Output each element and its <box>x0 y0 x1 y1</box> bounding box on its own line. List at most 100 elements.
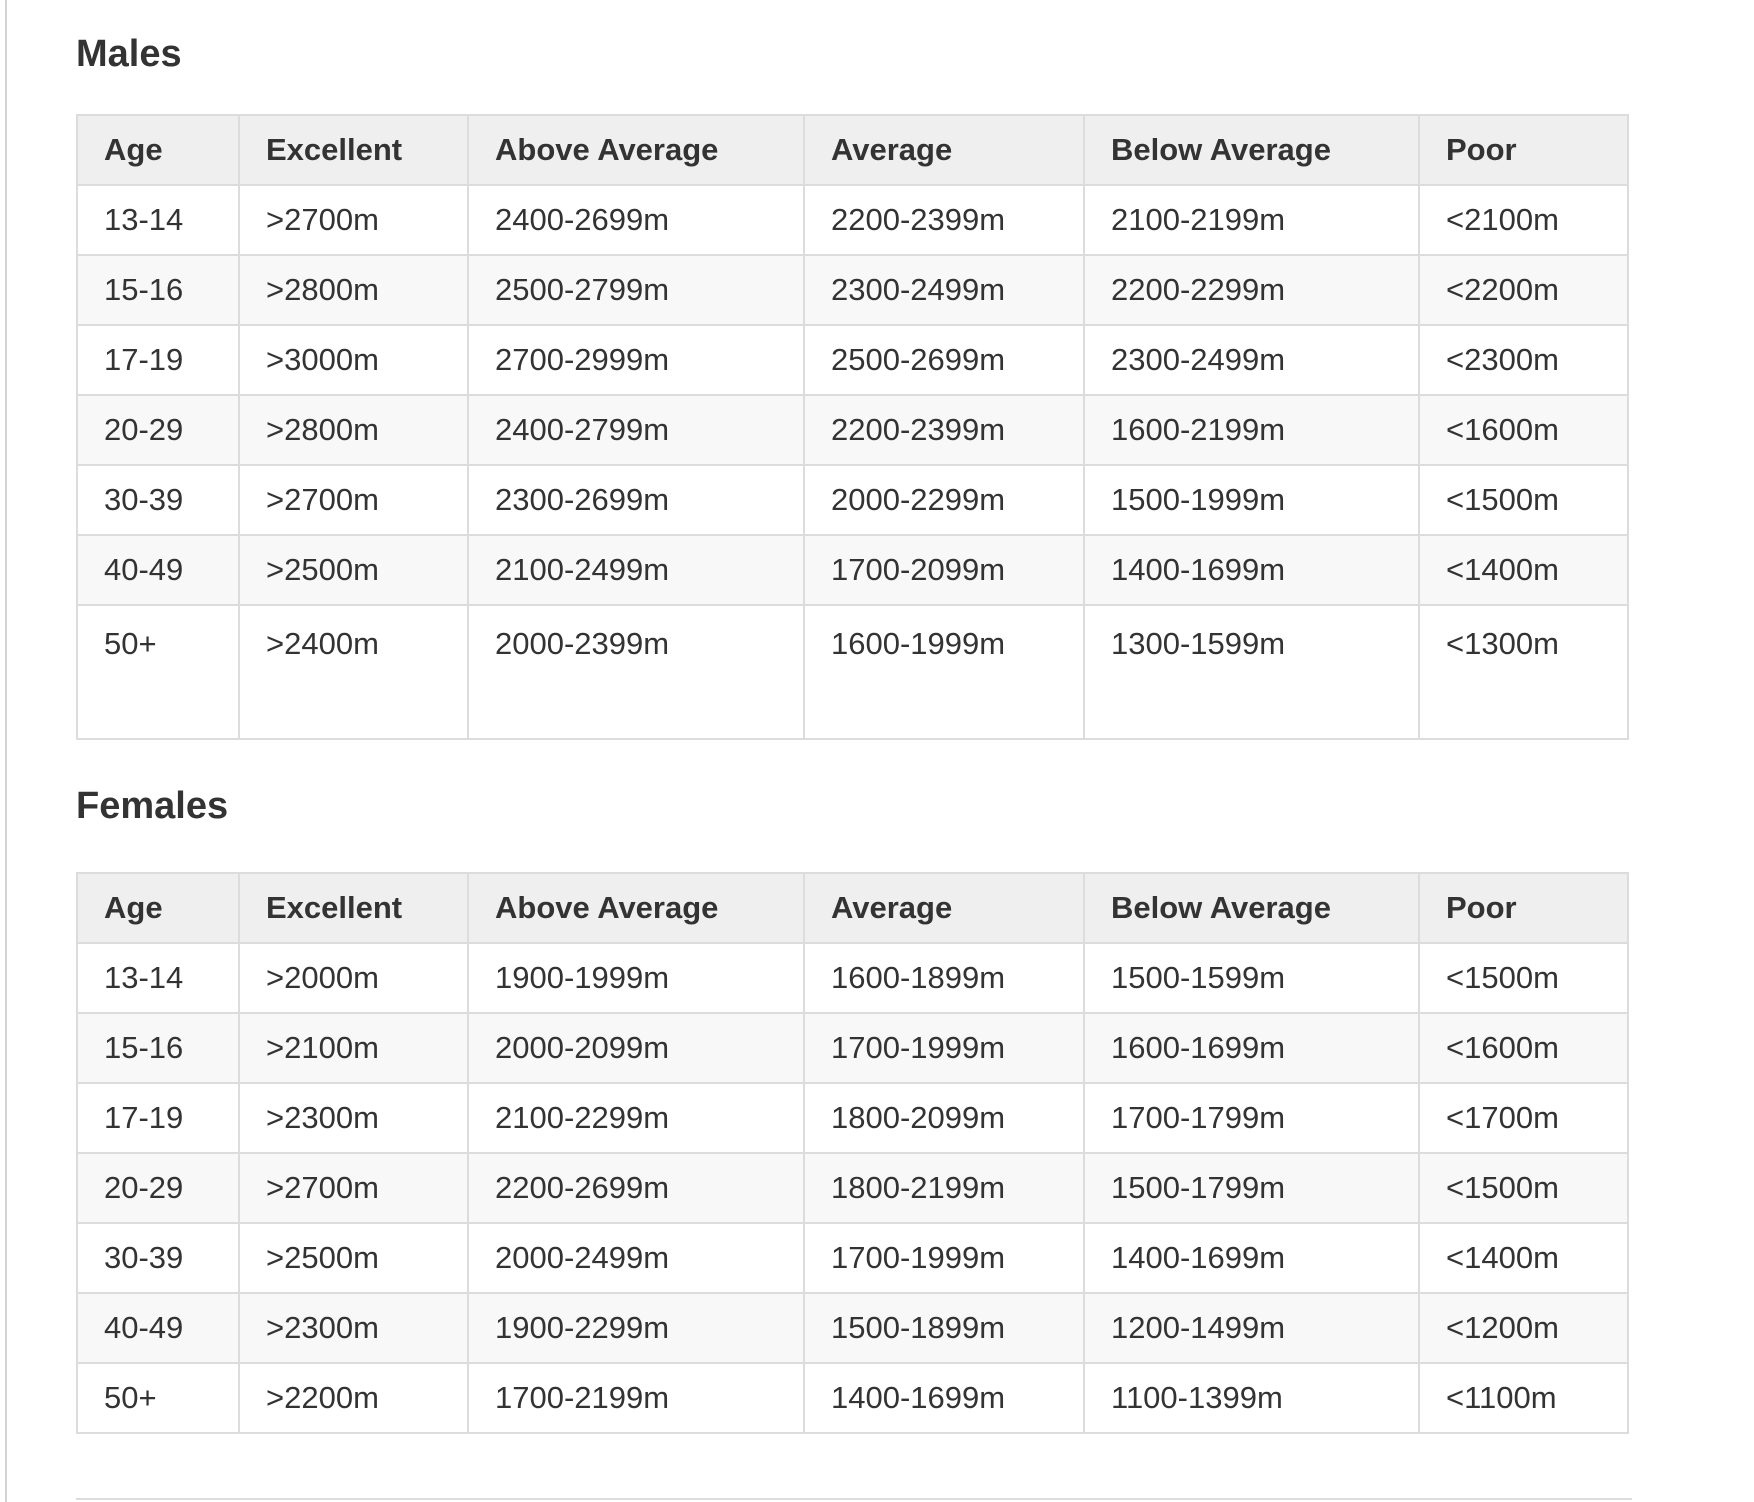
page-left-border <box>5 0 7 1502</box>
table-cell: 2200-2299m <box>1083 254 1420 326</box>
table-row: 20-29 >2800m 2400-2799m 2200-2399m 1600-… <box>76 394 1629 466</box>
column-header-age: Age <box>76 114 240 186</box>
table-row: 30-39 >2700m 2300-2699m 2000-2299m 1500-… <box>76 464 1629 536</box>
table-cell: 15-16 <box>76 1012 240 1084</box>
table-cell: 13-14 <box>76 184 240 256</box>
table-cell: 2300-2499m <box>1083 324 1420 396</box>
table-cell: 1800-2199m <box>803 1152 1085 1224</box>
table-cell: <2200m <box>1418 254 1629 326</box>
table-row: 30-39 >2500m 2000-2499m 1700-1999m 1400-… <box>76 1222 1629 1294</box>
table-cell: 2300-2499m <box>803 254 1085 326</box>
section-title-males: Males <box>76 33 182 75</box>
table-cell: >2700m <box>238 1152 469 1224</box>
table-cell: <1600m <box>1418 394 1629 466</box>
table-cell: <1200m <box>1418 1292 1629 1364</box>
table-cell: <2300m <box>1418 324 1629 396</box>
table-cell: <1100m <box>1418 1362 1629 1434</box>
table-cell: 2700-2999m <box>467 324 805 396</box>
table-cell: <1500m <box>1418 942 1629 1014</box>
table-header-row: Age Excellent Above Average Average Belo… <box>76 872 1629 944</box>
table-cell: <1500m <box>1418 464 1629 536</box>
column-header-poor: Poor <box>1418 114 1629 186</box>
table-cell: 30-39 <box>76 1222 240 1294</box>
table-row: 17-19 >3000m 2700-2999m 2500-2699m 2300-… <box>76 324 1629 396</box>
table-cell: <1500m <box>1418 1152 1629 1224</box>
table-cell: 1500-1999m <box>1083 464 1420 536</box>
table-cell: 2500-2699m <box>803 324 1085 396</box>
table-cell: >2300m <box>238 1082 469 1154</box>
table-cell: 2000-2099m <box>467 1012 805 1084</box>
table-cell: 50+ <box>76 604 240 740</box>
column-header-below-average: Below Average <box>1083 114 1420 186</box>
table-cell: 2000-2299m <box>803 464 1085 536</box>
table-cell: 40-49 <box>76 1292 240 1364</box>
table-cell: 17-19 <box>76 324 240 396</box>
column-header-above-average: Above Average <box>467 872 805 944</box>
table-cell: 17-19 <box>76 1082 240 1154</box>
table-row: 50+ >2200m 1700-2199m 1400-1699m 1100-13… <box>76 1362 1629 1434</box>
table-row: 20-29 >2700m 2200-2699m 1800-2199m 1500-… <box>76 1152 1629 1224</box>
table-cell: >2800m <box>238 394 469 466</box>
males-fitness-table: Age Excellent Above Average Average Belo… <box>76 114 1629 740</box>
table-cell: 1900-2299m <box>467 1292 805 1364</box>
table-cell: 2000-2499m <box>467 1222 805 1294</box>
table-cell: 1700-2199m <box>467 1362 805 1434</box>
table-cell: 1700-1799m <box>1083 1082 1420 1154</box>
table-cell: 1600-1699m <box>1083 1012 1420 1084</box>
table-cell: <1600m <box>1418 1012 1629 1084</box>
table-cell: >2500m <box>238 534 469 606</box>
column-header-below-average: Below Average <box>1083 872 1420 944</box>
table-cell: 13-14 <box>76 942 240 1014</box>
table-cell: 1600-1999m <box>803 604 1085 740</box>
table-cell: >3000m <box>238 324 469 396</box>
column-header-excellent: Excellent <box>238 872 469 944</box>
table-row: 15-16 >2800m 2500-2799m 2300-2499m 2200-… <box>76 254 1629 326</box>
table-cell: 20-29 <box>76 394 240 466</box>
table-cell: 1500-1899m <box>803 1292 1085 1364</box>
table-cell: 1700-1999m <box>803 1222 1085 1294</box>
column-header-excellent: Excellent <box>238 114 469 186</box>
table-cell: 2400-2699m <box>467 184 805 256</box>
table-cell: <1400m <box>1418 534 1629 606</box>
table-cell: 2200-2399m <box>803 184 1085 256</box>
table-row: 50+ >2400m 2000-2399m 1600-1999m 1300-15… <box>76 604 1629 740</box>
column-header-age: Age <box>76 872 240 944</box>
table-cell: 40-49 <box>76 534 240 606</box>
table-cell: 1400-1699m <box>1083 1222 1420 1294</box>
table-cell: >2500m <box>238 1222 469 1294</box>
females-fitness-table: Age Excellent Above Average Average Belo… <box>76 872 1629 1434</box>
table-cell: 2400-2799m <box>467 394 805 466</box>
table-cell: <1300m <box>1418 604 1629 740</box>
table-cell: 1500-1599m <box>1083 942 1420 1014</box>
column-header-above-average: Above Average <box>467 114 805 186</box>
table-cell: 1600-1899m <box>803 942 1085 1014</box>
table-cell: <2100m <box>1418 184 1629 256</box>
column-header-average: Average <box>803 114 1085 186</box>
section-divider <box>76 1498 1632 1500</box>
table-cell: 20-29 <box>76 1152 240 1224</box>
table-cell: 2100-2299m <box>467 1082 805 1154</box>
table-cell: 2000-2399m <box>467 604 805 740</box>
section-title-females: Females <box>76 785 229 827</box>
table-cell: 2100-2499m <box>467 534 805 606</box>
table-row: 13-14 >2700m 2400-2699m 2200-2399m 2100-… <box>76 184 1629 256</box>
table-cell: >2000m <box>238 942 469 1014</box>
table-cell: >2400m <box>238 604 469 740</box>
table-cell: 1400-1699m <box>1083 534 1420 606</box>
table-cell: 2200-2399m <box>803 394 1085 466</box>
table-cell: 1100-1399m <box>1083 1362 1420 1434</box>
column-header-poor: Poor <box>1418 872 1629 944</box>
table-row: 15-16 >2100m 2000-2099m 1700-1999m 1600-… <box>76 1012 1629 1084</box>
table-cell: >2700m <box>238 184 469 256</box>
table-cell: 2100-2199m <box>1083 184 1420 256</box>
table-cell: >2300m <box>238 1292 469 1364</box>
column-header-average: Average <box>803 872 1085 944</box>
table-cell: 50+ <box>76 1362 240 1434</box>
table-row: 17-19 >2300m 2100-2299m 1800-2099m 1700-… <box>76 1082 1629 1154</box>
table-cell: 30-39 <box>76 464 240 536</box>
table-row: 40-49 >2300m 1900-2299m 1500-1899m 1200-… <box>76 1292 1629 1364</box>
table-cell: 1700-2099m <box>803 534 1085 606</box>
table-cell: >2100m <box>238 1012 469 1084</box>
table-cell: 1200-1499m <box>1083 1292 1420 1364</box>
table-header-row: Age Excellent Above Average Average Belo… <box>76 114 1629 186</box>
